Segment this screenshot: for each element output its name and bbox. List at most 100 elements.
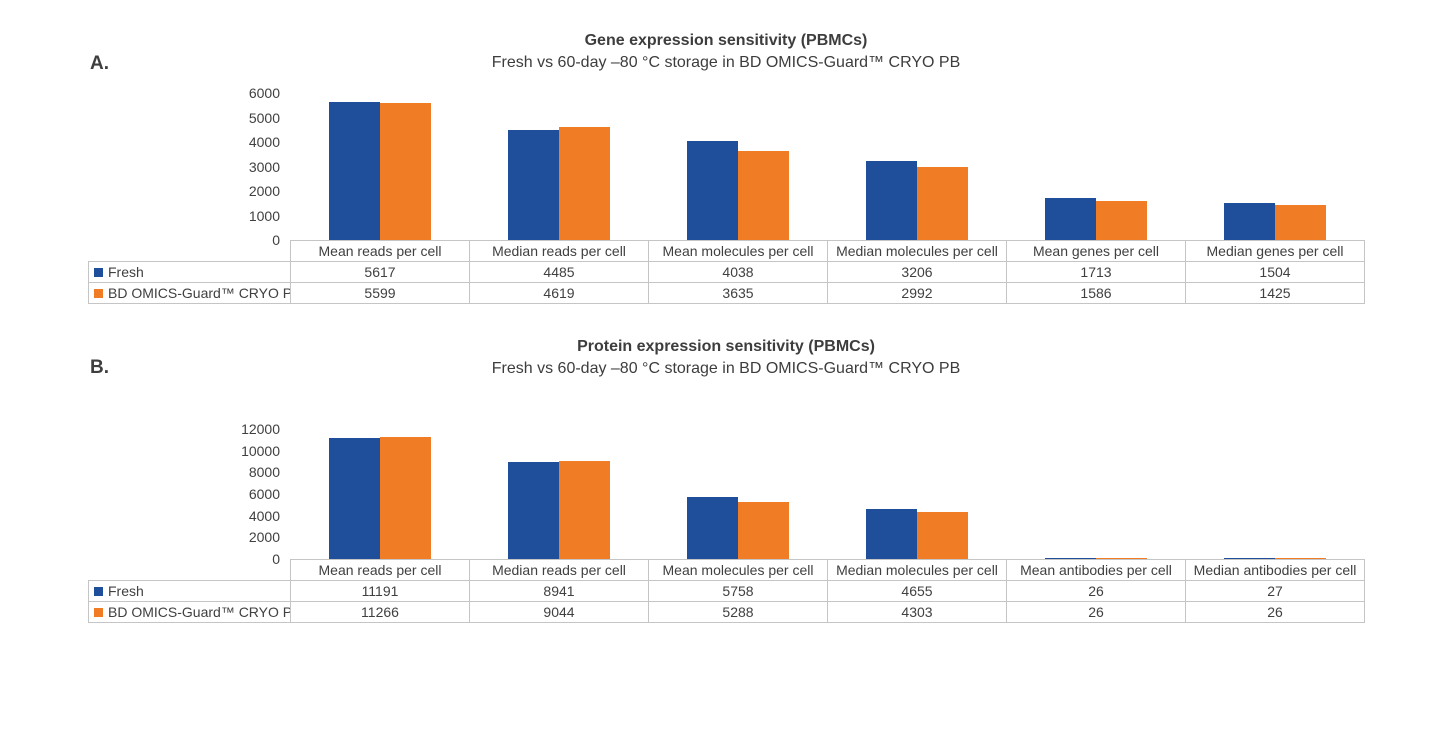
bar-fresh	[686, 496, 738, 559]
category-header-cell: Mean reads per cell	[290, 559, 470, 581]
category-header-cell: Median molecules per cell	[827, 240, 1007, 262]
value-cell: 26	[1006, 601, 1186, 623]
value-cell: 8941	[469, 580, 649, 602]
legend-cell: BD OMICS-Guard™ CRYO PB	[88, 282, 291, 304]
bar-fresh	[1044, 558, 1096, 559]
category-header-cell: Mean reads per cell	[290, 240, 470, 262]
series-name: Fresh	[108, 583, 144, 599]
legend-swatch-cryo-icon	[94, 288, 103, 298]
y-axis-tick-label: 0	[272, 551, 280, 567]
legend-cell: BD OMICS-Guard™ CRYO PB	[88, 601, 291, 623]
plot-area	[290, 429, 1364, 559]
y-axis-tick-label: 8000	[248, 464, 280, 481]
legend-cell: Fresh	[88, 580, 291, 602]
y-axis-tick-label: 4000	[248, 507, 280, 524]
chart-title: Protein expression sensitivity (PBMCs)	[577, 338, 875, 355]
y-axis-tick-label: 12000	[241, 421, 280, 437]
value-cell: 1586	[1006, 282, 1186, 304]
value-cell: 4485	[469, 261, 649, 283]
bar-cryo-pb	[916, 512, 968, 559]
y-axis: 0 1000 2000 3000 4000 5000 6000	[220, 85, 280, 248]
legend-cell: Fresh	[88, 261, 291, 283]
bar-fresh	[1223, 203, 1275, 240]
y-axis-tick-label: 3000	[248, 158, 280, 175]
category-slot	[827, 429, 1006, 559]
category-slot	[290, 429, 469, 559]
category-slot	[290, 93, 469, 240]
chart-subtitle: Fresh vs 60-day –80 °C storage in BD OMI…	[491, 360, 961, 377]
data-table: Mean reads per cell Median reads per cell…	[88, 240, 1365, 304]
value-cell: 2992	[827, 282, 1007, 304]
protein-expression-chart: Protein expression sensitivity (PBMCs) F…	[88, 336, 1365, 623]
table-header-row: Mean reads per cell Median reads per cell…	[89, 559, 1365, 581]
value-cell: 1425	[1185, 282, 1365, 304]
bar-cryo-pb	[1095, 558, 1147, 559]
y-axis-tick-label: 10000	[241, 442, 280, 459]
legend-swatch-fresh-icon	[94, 267, 103, 277]
y-axis-tick-label: 6000	[248, 486, 280, 502]
category-slot	[469, 429, 648, 559]
value-cell: 1713	[1006, 261, 1186, 283]
value-cell: 5288	[648, 601, 828, 623]
series-name: Fresh	[108, 264, 144, 280]
value-cell: 5758	[648, 580, 828, 602]
legend-swatch-cryo-icon	[94, 607, 103, 617]
legend-swatch-fresh-icon	[94, 586, 103, 596]
category-slot	[1185, 93, 1364, 240]
category-header-cell: Median reads per cell	[469, 559, 649, 581]
y-axis-tick-label: 6000	[248, 85, 280, 101]
bar-fresh	[686, 141, 738, 240]
value-cell: 4619	[469, 282, 649, 304]
plot-area-wrapper: 0 2000 4000 6000 8000 10000 12000	[88, 421, 1364, 567]
plot-area-wrapper: 0 1000 2000 3000 4000 5000 6000	[88, 85, 1364, 248]
bar-fresh	[507, 130, 559, 240]
category-slot	[648, 429, 827, 559]
category-slot	[469, 93, 648, 240]
category-slot	[827, 93, 1006, 240]
bar-cryo-pb	[737, 150, 789, 240]
bar-fresh	[1223, 558, 1275, 559]
value-cell: 11266	[290, 601, 470, 623]
y-axis-tick-label: 5000	[248, 109, 280, 126]
value-cell: 9044	[469, 601, 649, 623]
category-header-cell: Median reads per cell	[469, 240, 649, 262]
value-cell: 5617	[290, 261, 470, 283]
data-table: Mean reads per cell Median reads per cell…	[88, 559, 1365, 623]
category-header-cell: Median molecules per cell	[827, 559, 1007, 581]
bar-cryo-pb	[558, 126, 610, 240]
category-slot	[1006, 429, 1185, 559]
value-cell: 4038	[648, 261, 828, 283]
category-slot	[648, 93, 827, 240]
y-axis-tick-label: 0	[272, 232, 280, 248]
category-header-cell: Median genes per cell	[1185, 240, 1365, 262]
category-header-cell: Mean molecules per cell	[648, 240, 828, 262]
value-cell: 26	[1006, 580, 1186, 602]
bar-fresh	[328, 437, 380, 559]
category-slot	[1185, 429, 1364, 559]
value-cell: 3206	[827, 261, 1007, 283]
table-row: BD OMICS-Guard™ CRYO PB 11266 9044 5288 4303…	[88, 601, 1365, 623]
bar-fresh	[865, 508, 917, 559]
series-name: BD OMICS-Guard™ CRYO PB	[108, 285, 291, 301]
y-axis-tick-label: 4000	[248, 134, 280, 150]
chart-subtitle: Fresh vs 60-day –80 °C storage in BD OMI…	[491, 54, 961, 71]
bar-cryo-pb	[379, 102, 431, 240]
bar-cryo-pb	[1274, 558, 1326, 559]
value-cell: 11191	[290, 580, 470, 602]
bar-fresh	[507, 462, 559, 559]
bar-fresh	[865, 161, 917, 240]
table-row: BD OMICS-Guard™ CRYO PB 5599 4619 3635 2992 1…	[88, 282, 1365, 304]
category-header-cell: Mean antibodies per cell	[1006, 559, 1186, 581]
category-header-cell: Mean genes per cell	[1006, 240, 1186, 262]
bar-cryo-pb	[737, 501, 789, 559]
category-slot	[1006, 93, 1185, 240]
value-cell: 3635	[648, 282, 828, 304]
plot-area	[290, 93, 1364, 240]
y-axis: 0 2000 4000 6000 8000 10000 12000	[220, 421, 280, 567]
y-axis-tick-label: 1000	[248, 207, 280, 224]
value-cell: 27	[1185, 580, 1365, 602]
chart-title: Gene expression sensitivity (PBMCs)	[584, 32, 868, 49]
y-axis-tick-label: 2000	[248, 183, 280, 199]
value-cell: 1504	[1185, 261, 1365, 283]
gene-expression-chart: Gene expression sensitivity (PBMCs) Fres…	[88, 30, 1365, 304]
